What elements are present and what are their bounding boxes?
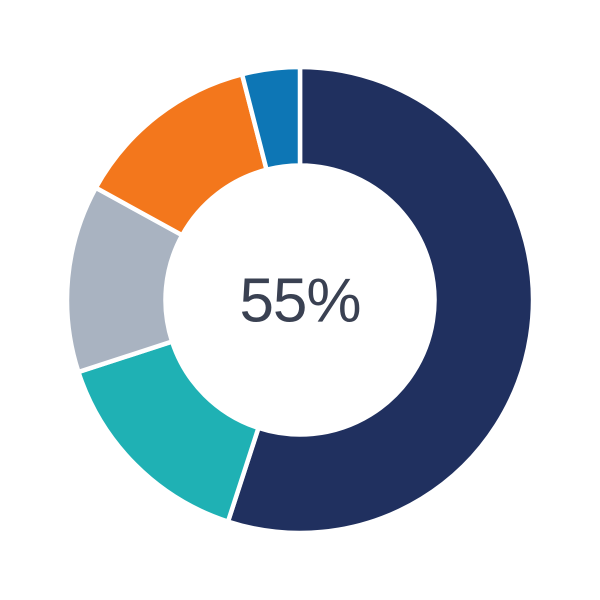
donut-slice-teal <box>75 338 262 525</box>
donut-center-label: 55% <box>239 267 360 336</box>
donut-slice-navy <box>225 64 536 536</box>
donut-slices <box>64 64 536 536</box>
donut-slice-blue <box>239 64 303 173</box>
